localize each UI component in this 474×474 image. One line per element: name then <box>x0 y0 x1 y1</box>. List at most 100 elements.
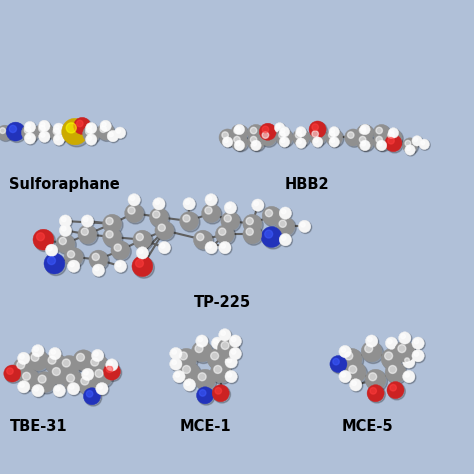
Circle shape <box>281 209 286 214</box>
Circle shape <box>108 361 112 365</box>
Circle shape <box>279 127 290 137</box>
Circle shape <box>33 346 45 358</box>
Circle shape <box>331 357 348 374</box>
Circle shape <box>39 132 51 143</box>
Circle shape <box>345 362 366 383</box>
Circle shape <box>405 140 411 146</box>
Circle shape <box>339 370 351 383</box>
Circle shape <box>388 132 394 138</box>
Circle shape <box>361 341 382 362</box>
Circle shape <box>27 350 48 371</box>
Circle shape <box>222 137 233 147</box>
Circle shape <box>280 128 291 138</box>
Circle shape <box>405 373 410 377</box>
Circle shape <box>160 244 165 248</box>
Circle shape <box>365 369 386 390</box>
Circle shape <box>50 125 67 142</box>
Circle shape <box>38 375 46 383</box>
Circle shape <box>7 368 13 374</box>
Circle shape <box>223 137 234 148</box>
Text: HBB2: HBB2 <box>284 177 329 192</box>
Circle shape <box>331 138 335 143</box>
Circle shape <box>26 135 30 139</box>
Circle shape <box>200 390 206 396</box>
Circle shape <box>13 357 34 378</box>
Circle shape <box>103 228 122 246</box>
Circle shape <box>111 241 130 260</box>
Circle shape <box>136 259 144 267</box>
Circle shape <box>53 134 64 145</box>
Circle shape <box>53 128 60 135</box>
Circle shape <box>402 356 415 368</box>
Circle shape <box>89 250 108 269</box>
Circle shape <box>345 129 362 146</box>
Circle shape <box>377 141 388 151</box>
Circle shape <box>279 137 290 147</box>
Circle shape <box>413 338 425 350</box>
Circle shape <box>35 372 55 392</box>
Circle shape <box>70 262 74 267</box>
Circle shape <box>403 371 416 383</box>
Circle shape <box>297 139 307 149</box>
Circle shape <box>250 137 257 143</box>
Circle shape <box>104 216 123 235</box>
Circle shape <box>103 363 120 380</box>
Circle shape <box>91 252 109 271</box>
Circle shape <box>195 345 203 353</box>
Circle shape <box>61 226 66 231</box>
Circle shape <box>37 124 54 141</box>
Circle shape <box>234 137 240 143</box>
Circle shape <box>226 204 231 209</box>
Circle shape <box>298 128 301 132</box>
Circle shape <box>156 222 175 241</box>
Circle shape <box>349 379 362 391</box>
Circle shape <box>176 348 197 369</box>
Circle shape <box>85 122 97 134</box>
Circle shape <box>116 262 121 267</box>
Circle shape <box>252 199 264 211</box>
Circle shape <box>93 367 114 388</box>
Circle shape <box>312 131 319 137</box>
Circle shape <box>193 230 212 249</box>
Circle shape <box>376 140 387 151</box>
Circle shape <box>399 332 411 344</box>
Circle shape <box>405 145 415 155</box>
Circle shape <box>346 130 363 147</box>
Circle shape <box>365 345 373 353</box>
Circle shape <box>347 132 354 138</box>
Circle shape <box>264 230 273 238</box>
Circle shape <box>103 214 122 233</box>
Circle shape <box>366 336 379 348</box>
Circle shape <box>210 362 231 383</box>
Circle shape <box>114 127 126 138</box>
Circle shape <box>205 207 212 214</box>
Circle shape <box>259 123 276 140</box>
Circle shape <box>219 242 232 255</box>
Circle shape <box>327 130 344 147</box>
Circle shape <box>132 256 153 277</box>
Circle shape <box>5 366 22 383</box>
Circle shape <box>356 124 374 141</box>
Circle shape <box>26 123 30 128</box>
Circle shape <box>153 198 165 210</box>
Circle shape <box>329 127 339 137</box>
Circle shape <box>244 216 263 235</box>
Circle shape <box>347 364 368 384</box>
Circle shape <box>259 129 276 146</box>
Circle shape <box>182 365 191 374</box>
Circle shape <box>246 218 253 225</box>
Circle shape <box>247 124 264 141</box>
Circle shape <box>32 345 44 357</box>
Circle shape <box>244 226 263 245</box>
Circle shape <box>107 360 119 372</box>
Circle shape <box>100 120 111 132</box>
Circle shape <box>47 256 55 264</box>
Circle shape <box>367 337 372 342</box>
Circle shape <box>215 388 221 394</box>
Circle shape <box>367 371 388 392</box>
Circle shape <box>79 226 98 245</box>
Circle shape <box>74 351 95 372</box>
Circle shape <box>94 266 99 271</box>
Circle shape <box>261 125 278 142</box>
Circle shape <box>112 242 131 261</box>
